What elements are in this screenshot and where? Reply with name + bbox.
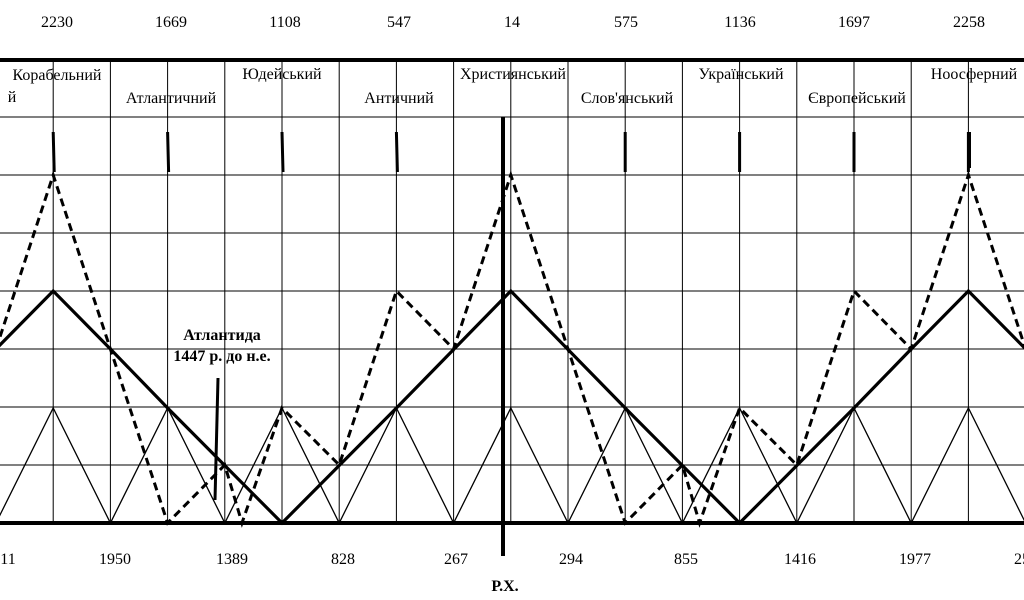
epoch-label-7: Український [698,66,784,83]
epoch-label-9: Ноосферний [931,66,1018,83]
epoch-label-8: Європейський [808,90,906,107]
top-year-label-6: 1136 [724,14,755,31]
epoch-tick-mark-1 [166,131,171,173]
epoch-label-0: й [8,89,17,106]
bottom-year-label-3: 828 [331,551,355,568]
epoch-tick-mark-3 [394,131,399,173]
atlantis-annotation-date: 1447 р. до н.е. [173,348,270,365]
frame-lines [0,58,1024,556]
labels: 2230 1669 1108 547 14 575 1136 1697 2258 2511 1950… [0,14,1024,595]
epoch-label-3: Юдейський [242,66,322,83]
center-era-label: Р.Х. [491,578,518,595]
top-year-label-7: 1697 [838,14,870,31]
epoch-label-4: Античний [364,90,434,107]
bottom-year-label-6: 855 [674,551,698,568]
bottom-year-label-4: 267 [444,551,468,568]
bottom-year-label-2: 1389 [216,551,248,568]
epoch-label-2: Атлантичний [126,90,217,107]
dashed-zigzag-line [0,170,1024,528]
top-year-label-8: 2258 [953,14,985,31]
top-year-label-5: 575 [614,14,638,31]
bottom-year-label-7: 1416 [784,551,816,568]
epoch-tick-mark-0 [51,131,56,173]
epoch-label-5: Християнський [460,66,566,83]
bottom-year-label-5: 294 [559,551,583,568]
bottom-year-label-8: 1977 [899,551,931,568]
top-year-label-3: 547 [387,14,411,31]
atlantis-annotation-title: Атлантида [183,327,261,344]
bottom-year-label-9: 2538 [1014,551,1024,568]
bottom-year-label-0: 2511 [0,551,16,568]
epoch-tick-mark-2 [280,131,285,173]
top-year-label-1: 1669 [155,14,187,31]
dashed-zigzag-series [0,170,1024,528]
top-year-label-2: 1108 [269,14,300,31]
epoch-tick-marks [51,131,971,173]
top-year-label-0: 2230 [41,14,73,31]
top-year-label-4: 14 [504,14,520,31]
atlantis-pointer-line [213,377,220,501]
epoch-label-1: Корабельний [13,67,102,84]
epoch-label-6: Слов'янський [581,90,674,107]
bottom-year-label-1: 1950 [99,551,131,568]
